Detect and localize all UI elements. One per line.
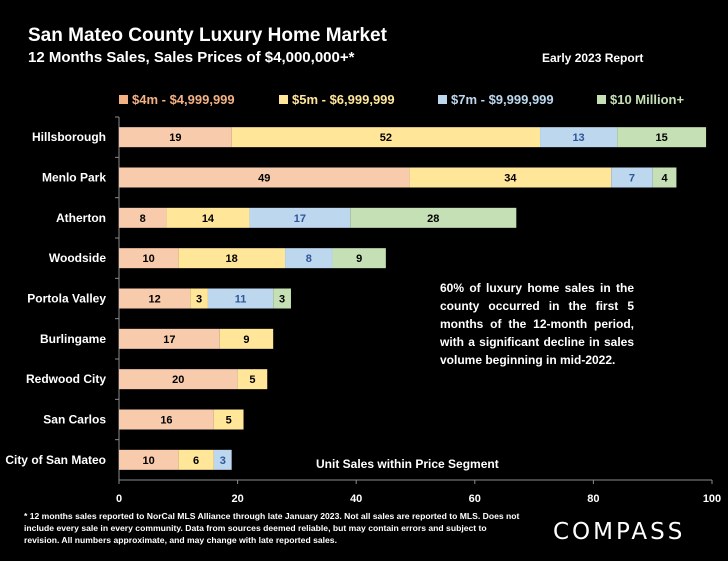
data-label-woodside-2: 18 bbox=[226, 253, 238, 265]
compass-logo: COMPASS bbox=[553, 519, 686, 545]
legend-swatch-7m bbox=[438, 95, 447, 104]
bar-segment-portola-valley-1 bbox=[119, 288, 191, 309]
bar-segment-redwood-city-1 bbox=[119, 369, 238, 390]
legend-label-10m: $10 Million+ bbox=[610, 92, 685, 107]
chart-title: San Mateo County Luxury Home Market bbox=[28, 25, 387, 46]
data-label-portola-valley-4: 3 bbox=[279, 294, 285, 306]
legend: $4m - $4,999,999 $5m - $6,999,999 $7m - … bbox=[0, 92, 728, 110]
category-label-redwood-city: Redwood City bbox=[26, 372, 106, 386]
data-label-woodside-4: 9 bbox=[356, 253, 362, 265]
data-label-atherton-1: 8 bbox=[140, 213, 146, 225]
bar-segment-menlo-park-4 bbox=[652, 167, 677, 188]
x-tick-label: 100 bbox=[703, 493, 721, 505]
bar-segment-hillsborough-1 bbox=[119, 127, 232, 148]
data-label-atherton-3: 17 bbox=[294, 213, 306, 225]
x-axis-label: Unit Sales within Price Segment bbox=[316, 457, 499, 471]
legend-item-10m: $10 Million+ bbox=[597, 92, 684, 107]
bar-segment-atherton-2 bbox=[166, 207, 250, 228]
category-label-atherton: Atherton bbox=[56, 211, 106, 225]
bar-segment-atherton-1 bbox=[119, 207, 167, 228]
data-label-redwood-city-2: 5 bbox=[249, 374, 255, 386]
data-label-city-of-san-mateo-1: 10 bbox=[143, 455, 155, 467]
data-label-san-carlos-2: 5 bbox=[226, 415, 232, 427]
bar-segment-atherton-3 bbox=[249, 207, 351, 228]
data-label-hillsborough-4: 15 bbox=[655, 132, 667, 144]
category-label-menlo-park: Menlo Park bbox=[42, 171, 106, 185]
data-label-city-of-san-mateo-2: 6 bbox=[193, 455, 199, 467]
data-label-menlo-park-1: 49 bbox=[258, 173, 270, 185]
bar-segment-hillsborough-3 bbox=[540, 127, 618, 148]
category-label-city-of-san-mateo: City of San Mateo bbox=[5, 453, 106, 467]
report-label: Early 2023 Report bbox=[542, 51, 644, 65]
data-label-redwood-city-1: 20 bbox=[172, 374, 184, 386]
bar-segment-hillsborough-2 bbox=[231, 127, 541, 148]
bar-segment-woodside-3 bbox=[285, 248, 333, 269]
category-label-san-carlos: San Carlos bbox=[43, 413, 106, 427]
bar-segment-city-of-san-mateo-3 bbox=[213, 449, 232, 470]
bar-segment-redwood-city-2 bbox=[237, 369, 268, 390]
legend-item-4m: $4m - $4,999,999 bbox=[119, 92, 235, 107]
data-label-burlingame-1: 17 bbox=[163, 334, 175, 346]
bar-segment-city-of-san-mateo-2 bbox=[178, 449, 214, 470]
bar-segment-portola-valley-4 bbox=[273, 288, 291, 309]
data-label-menlo-park-2: 34 bbox=[504, 173, 517, 185]
bar-segment-woodside-1 bbox=[119, 248, 179, 269]
category-label-woodside: Woodside bbox=[49, 251, 106, 265]
footnote: * 12 months sales reported to NorCal MLS… bbox=[24, 511, 520, 545]
data-label-menlo-park-4: 4 bbox=[661, 173, 668, 185]
bar-segment-menlo-park-3 bbox=[611, 167, 653, 188]
category-label-hillsborough: Hillsborough bbox=[32, 130, 106, 144]
data-label-hillsborough-3: 13 bbox=[572, 132, 584, 144]
category-label-portola-valley: Portola Valley bbox=[27, 292, 106, 306]
legend-item-7m: $7m - $9,999,999 bbox=[438, 92, 554, 107]
data-label-san-carlos-1: 16 bbox=[160, 415, 172, 427]
data-label-burlingame-2: 9 bbox=[243, 334, 249, 346]
data-label-menlo-park-3: 7 bbox=[629, 173, 635, 185]
data-label-hillsborough-1: 19 bbox=[169, 132, 181, 144]
x-tick-label: 0 bbox=[116, 493, 122, 505]
data-label-portola-valley-1: 12 bbox=[148, 294, 160, 306]
data-label-portola-valley-3: 11 bbox=[235, 294, 247, 306]
legend-swatch-5m bbox=[279, 95, 288, 104]
bar-segment-atherton-4 bbox=[350, 207, 517, 228]
data-label-hillsborough-2: 52 bbox=[380, 132, 392, 144]
legend-label-5m: $5m - $6,999,999 bbox=[292, 92, 395, 107]
data-label-atherton-2: 14 bbox=[202, 213, 215, 225]
bar-segment-portola-valley-2 bbox=[190, 288, 208, 309]
legend-item-5m: $5m - $6,999,999 bbox=[279, 92, 395, 107]
x-tick-label: 60 bbox=[469, 493, 481, 505]
chart-subtitle: 12 Months Sales, Sales Prices of $4,000,… bbox=[28, 49, 355, 66]
data-label-woodside-1: 10 bbox=[143, 253, 155, 265]
data-label-portola-valley-2: 3 bbox=[196, 294, 202, 306]
bar-segment-hillsborough-4 bbox=[617, 127, 707, 148]
bar-segment-menlo-park-2 bbox=[409, 167, 612, 188]
bar-segment-burlingame-2 bbox=[219, 328, 274, 349]
bar-segment-menlo-park-1 bbox=[119, 167, 410, 188]
legend-label-7m: $7m - $9,999,999 bbox=[451, 92, 554, 107]
x-tick-label: 80 bbox=[587, 493, 599, 505]
bar-segment-burlingame-1 bbox=[119, 328, 220, 349]
data-label-atherton-4: 28 bbox=[427, 213, 439, 225]
data-label-woodside-3: 8 bbox=[306, 253, 312, 265]
bar-segment-portola-valley-3 bbox=[207, 288, 274, 309]
legend-swatch-4m bbox=[119, 95, 128, 104]
x-tick-label: 20 bbox=[231, 493, 243, 505]
data-label-city-of-san-mateo-3: 3 bbox=[220, 455, 226, 467]
category-label-burlingame: Burlingame bbox=[40, 332, 106, 346]
legend-label-4m: $4m - $4,999,999 bbox=[132, 92, 235, 107]
x-tick-label: 40 bbox=[350, 493, 362, 505]
bar-segment-city-of-san-mateo-1 bbox=[119, 449, 179, 470]
bar-segment-woodside-2 bbox=[178, 248, 286, 269]
bar-segment-woodside-4 bbox=[332, 248, 386, 269]
legend-swatch-10m bbox=[597, 95, 606, 104]
bar-segment-san-carlos-2 bbox=[213, 409, 244, 430]
bar-segment-san-carlos-1 bbox=[119, 409, 214, 430]
annotation-note: 60% of luxury home sales in the county o… bbox=[440, 281, 634, 367]
